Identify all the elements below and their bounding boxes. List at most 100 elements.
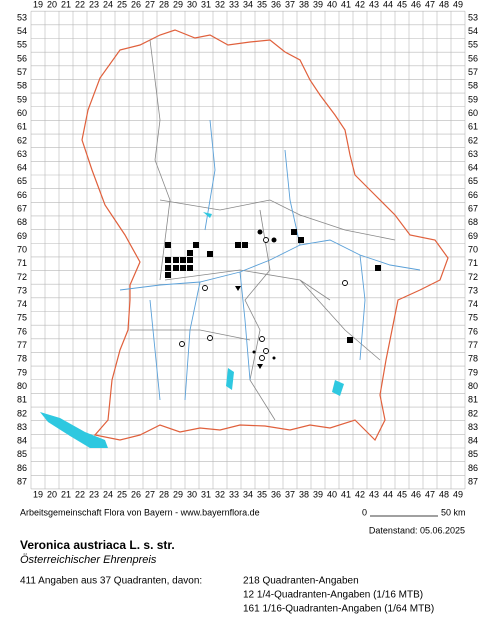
row-label: 77 [17, 340, 27, 350]
row-label: 67 [468, 204, 478, 214]
row-label: 64 [17, 163, 27, 173]
row-label: 63 [468, 149, 478, 159]
record-square [173, 265, 179, 271]
column-label: 27 [145, 0, 155, 9]
row-label: 82 [17, 408, 27, 418]
breakdown-line: 161 1/16-Quadranten-Angaben (1/64 MTB) [243, 604, 434, 615]
record-square [180, 265, 186, 271]
record-square [187, 257, 193, 263]
column-label: 37 [285, 0, 295, 9]
column-label: 23 [89, 489, 99, 499]
row-label: 72 [17, 272, 27, 282]
column-label: 44 [383, 0, 393, 9]
row-label: 70 [17, 244, 27, 254]
column-label: 29 [173, 489, 183, 499]
record-circle [263, 348, 269, 354]
row-label: 86 [17, 463, 27, 473]
row-label: 81 [468, 395, 478, 405]
row-label: 66 [468, 190, 478, 200]
row-label: 59 [17, 94, 27, 104]
row-label: 86 [468, 463, 478, 473]
row-label: 85 [468, 449, 478, 459]
column-label: 19 [33, 0, 43, 9]
grid-labels: 19 19 20 20 21 21 22 22 23 23 24 24 25 25 26 26 27 27 28 28… [17, 0, 478, 499]
record-square [242, 242, 248, 248]
row-label: 62 [17, 135, 27, 145]
row-label: 65 [17, 176, 27, 186]
row-label: 80 [17, 381, 27, 391]
row-label: 79 [468, 367, 478, 377]
row-label: 67 [17, 204, 27, 214]
record-square [187, 265, 193, 271]
row-label: 58 [468, 81, 478, 91]
row-label: 77 [468, 340, 478, 350]
lake-constance [40, 412, 108, 448]
column-label: 26 [131, 0, 141, 9]
record-square [165, 257, 171, 263]
column-label: 40 [327, 0, 337, 9]
record-square [298, 237, 304, 243]
record-square [173, 257, 179, 263]
row-label: 72 [468, 272, 478, 282]
column-label: 37 [285, 489, 295, 499]
subtitle: Österreichischer Ehrenpreis [20, 554, 157, 566]
column-label: 48 [439, 489, 449, 499]
scale-end: 50 km [441, 507, 466, 517]
column-label: 33 [229, 0, 239, 9]
column-label: 45 [397, 0, 407, 9]
column-label: 35 [257, 489, 267, 499]
column-label: 29 [173, 0, 183, 9]
row-label: 80 [468, 381, 478, 391]
column-label: 26 [131, 489, 141, 499]
record-dot [257, 229, 263, 235]
row-label: 69 [17, 231, 27, 241]
column-label: 36 [271, 0, 281, 9]
column-label: 24 [103, 0, 113, 9]
row-label: 76 [468, 326, 478, 336]
record-square [235, 242, 241, 248]
column-label: 47 [425, 0, 435, 9]
column-label: 25 [117, 0, 127, 9]
record-square [165, 272, 171, 278]
column-label: 20 [47, 0, 57, 9]
title: Veronica austriaca L. s. str. [20, 538, 175, 552]
row-label: 54 [17, 26, 27, 36]
column-label: 19 [33, 489, 43, 499]
column-label: 38 [299, 0, 309, 9]
record-square [193, 242, 199, 248]
record-square [165, 242, 171, 248]
record-circle [263, 237, 269, 243]
record-circles [179, 237, 348, 361]
column-label: 23 [89, 0, 99, 9]
record-square [165, 265, 171, 271]
district-borders [130, 39, 396, 421]
column-label: 47 [425, 489, 435, 499]
row-label: 58 [17, 81, 27, 91]
row-label: 87 [17, 477, 27, 487]
grid [30, 10, 466, 490]
scale-start: 0 [362, 507, 367, 517]
row-label: 73 [17, 285, 27, 295]
row-label: 68 [468, 217, 478, 227]
record-square [187, 250, 193, 256]
row-label: 85 [17, 449, 27, 459]
column-label: 34 [243, 489, 253, 499]
record-circle [179, 341, 185, 347]
row-label: 79 [17, 367, 27, 377]
column-label: 22 [75, 489, 85, 499]
column-label: 39 [313, 0, 323, 9]
row-label: 75 [468, 313, 478, 323]
row-label: 54 [468, 26, 478, 36]
record-circle [259, 355, 265, 361]
row-label: 57 [17, 67, 27, 77]
row-label: 65 [468, 176, 478, 186]
column-label: 42 [355, 0, 365, 9]
row-label: 56 [468, 53, 478, 63]
column-label: 22 [75, 0, 85, 9]
column-label: 39 [313, 489, 323, 499]
column-label: 49 [453, 489, 463, 499]
column-label: 30 [187, 0, 197, 9]
row-label: 68 [17, 217, 27, 227]
row-label: 78 [468, 354, 478, 364]
row-label: 66 [17, 190, 27, 200]
